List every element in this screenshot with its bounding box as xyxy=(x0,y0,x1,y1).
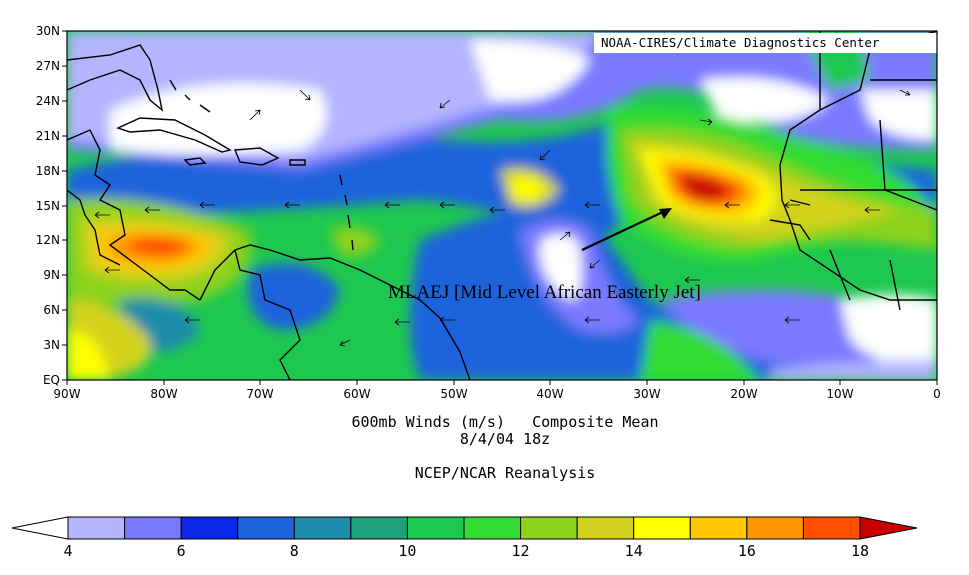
credit-text: NOAA-CIRES/Climate Diagnostics Center xyxy=(601,35,880,50)
lon-label-10w: 10W xyxy=(826,387,853,401)
color-bar-cell xyxy=(180,516,239,540)
color-bar-cell xyxy=(576,516,635,540)
lat-label-27n: 27N xyxy=(36,59,60,73)
lon-label-40w: 40W xyxy=(536,387,563,401)
lon-label-50w: 50W xyxy=(440,387,467,401)
color-bar-cell xyxy=(293,516,352,540)
lat-label-9n: 9N xyxy=(43,268,60,282)
caption-source: NCEP/NCAR Reanalysis xyxy=(415,464,596,482)
lat-label-24n: 24N xyxy=(36,94,60,108)
color-bar-label: 8 xyxy=(290,542,299,560)
jet-annotation-label: MLAEJ [Mid Level African Easterly Jet] xyxy=(388,282,701,303)
jet-annotation-arrow xyxy=(581,208,672,251)
lon-label-90w: 90W xyxy=(53,387,80,401)
color-bar-cells xyxy=(11,516,918,540)
color-bar-label: 10 xyxy=(398,542,416,560)
color-bar: 4 6 8 10 12 14 16 18 xyxy=(11,516,918,560)
color-bar-cell xyxy=(520,516,578,540)
credit-box xyxy=(594,33,937,53)
color-bar-cell xyxy=(633,516,691,540)
color-bar-label: 4 xyxy=(63,542,72,560)
color-bar-cell xyxy=(124,516,182,540)
caption-date: 8/4/04 18z xyxy=(460,430,550,448)
lon-label-0: 0 xyxy=(933,387,941,401)
lon-label-30w: 30W xyxy=(633,387,660,401)
lon-label-60w: 60W xyxy=(343,387,370,401)
color-bar-cell xyxy=(350,516,408,540)
color-bar-cell xyxy=(406,516,465,540)
lat-label-eq: EQ xyxy=(43,373,60,387)
color-bar-cell xyxy=(67,516,126,540)
color-bar-label: 18 xyxy=(851,542,869,560)
color-bar-cell xyxy=(802,516,861,540)
color-bar-label: 14 xyxy=(625,542,643,560)
lat-label-6n: 6N xyxy=(43,303,60,317)
longitude-axis: 90W 80W 70W 60W 50W 40W 30W 20W 10W 0 xyxy=(53,380,941,401)
coastlines xyxy=(67,31,937,380)
color-bar-labels: 4 6 8 10 12 14 16 18 xyxy=(63,542,869,560)
color-bar-cell xyxy=(859,516,918,540)
lon-label-80w: 80W xyxy=(150,387,177,401)
lon-label-20w: 20W xyxy=(730,387,757,401)
color-bar-cell xyxy=(11,516,69,540)
color-bar-label: 16 xyxy=(738,542,756,560)
caption-title: 600mb Winds (m/s) Composite Mean xyxy=(351,413,658,431)
color-bar-label: 6 xyxy=(177,542,186,560)
lat-label-21n: 21N xyxy=(36,129,60,143)
lat-label-15n: 15N xyxy=(36,199,60,213)
wind-vectors xyxy=(94,89,911,347)
lat-label-12n: 12N xyxy=(36,233,60,247)
color-bar-cell xyxy=(237,516,295,540)
lat-label-18n: 18N xyxy=(36,164,60,178)
wind-speed-field: MLAEJ [Mid Level African Easterly Jet] N… xyxy=(67,31,937,380)
color-bar-cell xyxy=(746,516,804,540)
latitude-axis: 30N 27N 24N 21N 18N 15N 12N 9N 6N 3N EQ xyxy=(36,24,67,387)
color-bar-cell xyxy=(463,516,522,540)
lat-label-30n: 30N xyxy=(36,24,60,38)
lon-label-70w: 70W xyxy=(246,387,273,401)
color-bar-label: 12 xyxy=(512,542,530,560)
lat-label-3n: 3N xyxy=(43,338,60,352)
color-bar-cell xyxy=(689,516,748,540)
